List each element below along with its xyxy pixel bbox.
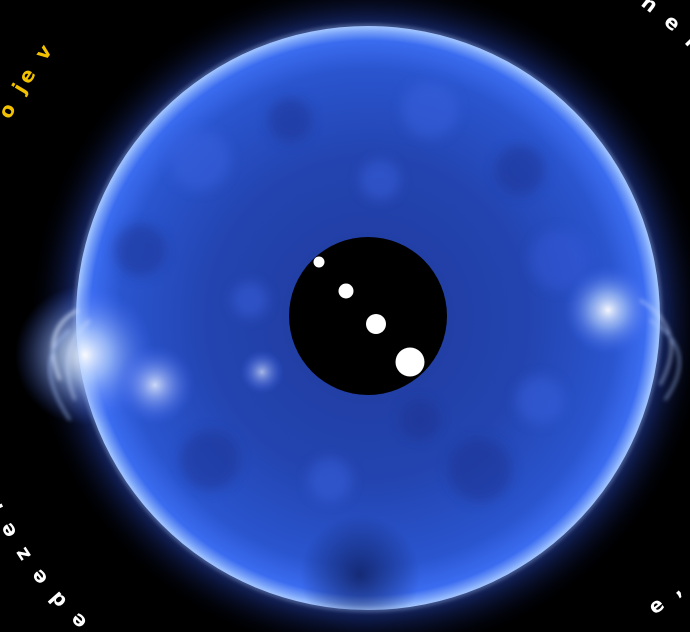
text-top-right: n e n bbox=[637, 0, 690, 59]
limb-loops-left bbox=[49, 308, 91, 421]
dot-2 bbox=[338, 283, 354, 299]
active-region-right bbox=[563, 265, 653, 355]
dot-3 bbox=[366, 314, 386, 334]
text-bottom-right: e , bbox=[643, 575, 689, 619]
dot-1 bbox=[313, 256, 325, 268]
occulter-disk bbox=[289, 237, 447, 395]
surface-texture bbox=[114, 82, 590, 502]
active-region-mid-left bbox=[115, 345, 195, 425]
active-region-center-left bbox=[240, 350, 284, 394]
dot-4 bbox=[395, 347, 425, 377]
solar-limb bbox=[74, 24, 662, 612]
coronal-hole bbox=[300, 515, 420, 632]
text-top-left: o je v bbox=[0, 36, 59, 122]
